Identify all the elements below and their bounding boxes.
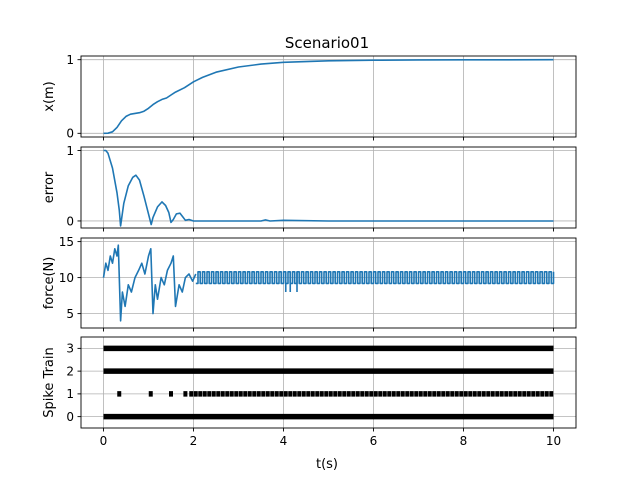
y-axis-label: Spike Train: [42, 347, 57, 418]
y-tick-label: 0: [66, 214, 74, 228]
axes-frame: [80, 146, 577, 229]
force-line: [102, 244, 197, 322]
force-oscillation-line: [195, 271, 555, 285]
x-tick-label: 0: [100, 434, 108, 448]
y-tick-label: 0: [66, 127, 74, 141]
y-tick-label: 0: [66, 410, 74, 424]
y-tick-label: 15: [59, 235, 74, 249]
y-tick-label: 1: [66, 53, 74, 67]
x-tick-label: 8: [460, 434, 468, 448]
x-tick-label: 6: [370, 434, 378, 448]
chart-title: Scenario01: [285, 34, 369, 52]
y-tick-label: 5: [66, 307, 74, 321]
x-tick-label: 4: [280, 434, 288, 448]
axes-frame: [80, 336, 577, 429]
plot-position: 0 1 x(m): [42, 53, 577, 141]
y-tick-label: 1: [66, 144, 74, 158]
y-tick-label: 1: [66, 387, 74, 401]
plot-error: 0 1 error: [42, 144, 577, 232]
x-tick-label: 2: [190, 434, 198, 448]
y-tick-label: 10: [59, 271, 74, 285]
axes-frame: [80, 237, 577, 329]
x-tick-label: 10: [546, 434, 561, 448]
error-line: [103, 149, 554, 227]
y-tick-label: 2: [66, 364, 74, 378]
y-axis-label: force(N): [42, 257, 57, 310]
axes-frame: [80, 55, 577, 138]
position-line: [103, 58, 554, 135]
y-axis-label: x(m): [42, 81, 57, 112]
y-tick-label: 3: [66, 342, 74, 356]
x-axis-label: t(s): [316, 457, 338, 472]
plot-spike-train: 0 2 4 6 8 10 0 1 2 3 Spike Train: [42, 336, 577, 448]
y-axis-label: error: [42, 171, 57, 203]
